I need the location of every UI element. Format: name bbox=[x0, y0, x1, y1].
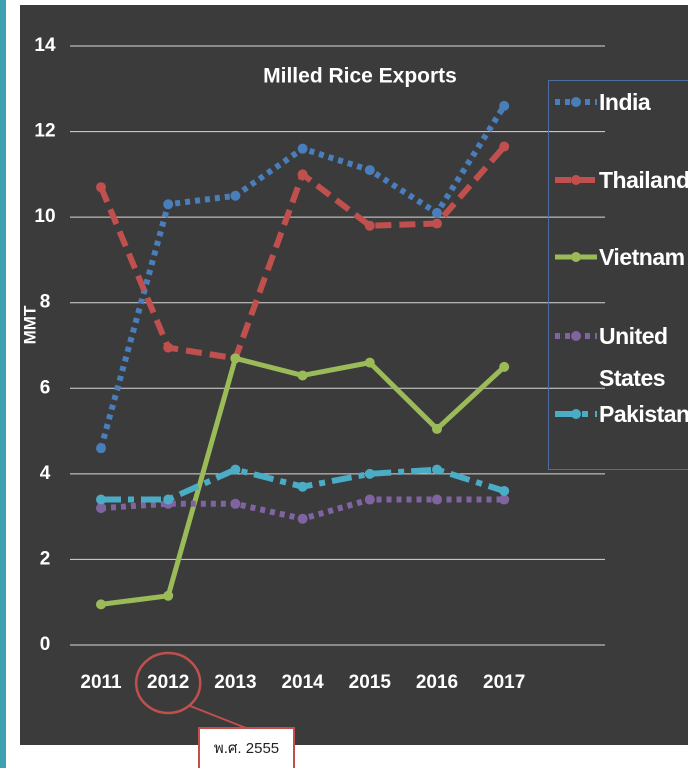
legend-icon bbox=[555, 252, 597, 262]
data-point bbox=[96, 599, 106, 610]
data-point bbox=[297, 481, 308, 492]
x-tick-label: 2014 bbox=[281, 672, 324, 693]
data-point bbox=[163, 590, 174, 601]
data-point bbox=[297, 513, 308, 524]
data-point bbox=[163, 199, 174, 210]
chart-title: Milled Rice Exports bbox=[263, 65, 457, 88]
y-tick-label: 0 bbox=[40, 634, 51, 655]
data-point bbox=[432, 423, 442, 434]
y-axis-label: MMT bbox=[20, 305, 39, 344]
annotation-circle bbox=[134, 651, 202, 715]
data-point bbox=[432, 464, 442, 475]
x-tick-label: 2016 bbox=[416, 672, 458, 693]
legend-icon bbox=[555, 331, 597, 341]
data-point bbox=[432, 494, 442, 505]
data-point bbox=[364, 468, 375, 479]
data-point bbox=[230, 190, 241, 201]
x-tick-label: 2013 bbox=[214, 672, 256, 693]
y-tick-label: 10 bbox=[34, 206, 55, 227]
legend-icon bbox=[555, 97, 597, 107]
data-point bbox=[364, 220, 375, 231]
data-point bbox=[364, 494, 375, 505]
legend-label: Thailand bbox=[599, 167, 688, 193]
y-tick-label: 2 bbox=[40, 548, 51, 569]
data-point bbox=[96, 443, 106, 454]
data-point bbox=[499, 485, 510, 496]
legend-icon bbox=[555, 409, 597, 419]
y-tick-label: 6 bbox=[40, 377, 51, 398]
legend-label: India bbox=[599, 89, 651, 115]
data-point bbox=[230, 498, 241, 509]
data-point bbox=[96, 182, 106, 193]
legend-label: United States bbox=[599, 323, 668, 391]
data-point bbox=[297, 169, 308, 180]
y-tick-label: 4 bbox=[40, 463, 51, 484]
data-point bbox=[499, 361, 510, 372]
data-point bbox=[163, 342, 174, 353]
data-point bbox=[364, 357, 375, 368]
legend-label: Vietnam bbox=[599, 244, 685, 270]
edge-strip bbox=[0, 0, 6, 768]
x-tick-label: 2015 bbox=[349, 672, 392, 693]
legend-label: Pakistan bbox=[599, 401, 688, 427]
data-point bbox=[499, 141, 510, 152]
legend: India Thailand Vietnam United States Pakista… bbox=[548, 80, 688, 470]
data-point bbox=[230, 464, 241, 475]
y-tick-label: 8 bbox=[40, 292, 51, 313]
x-tick-label: 2011 bbox=[80, 672, 122, 693]
data-point bbox=[364, 165, 375, 176]
x-tick-label: 2012 bbox=[147, 672, 189, 693]
legend-icon bbox=[555, 175, 597, 185]
data-point bbox=[432, 218, 442, 229]
legend-marker bbox=[571, 331, 581, 341]
x-tick-label: 2017 bbox=[483, 672, 525, 693]
legend-marker bbox=[571, 409, 581, 419]
data-point bbox=[297, 143, 308, 154]
data-point bbox=[96, 503, 106, 514]
y-tick-label: 14 bbox=[34, 35, 56, 56]
data-point bbox=[432, 207, 442, 218]
legend-marker bbox=[571, 252, 581, 262]
data-point bbox=[96, 494, 106, 505]
data-point bbox=[230, 353, 241, 364]
legend-marker bbox=[571, 97, 581, 107]
data-point bbox=[499, 100, 510, 111]
data-point bbox=[499, 494, 510, 505]
data-point bbox=[163, 494, 174, 505]
chart-background bbox=[20, 5, 688, 745]
data-point bbox=[297, 370, 308, 381]
annotation-box: พ.ศ. 2555 bbox=[198, 727, 295, 768]
annotation-connector bbox=[189, 705, 247, 729]
y-tick-label: 12 bbox=[34, 121, 55, 142]
legend-marker bbox=[571, 175, 581, 185]
